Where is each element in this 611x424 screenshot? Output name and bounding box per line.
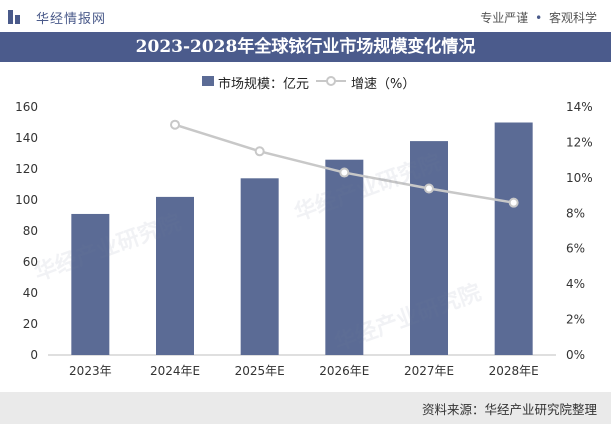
- legend-line-label: 增速（%）: [351, 77, 416, 92]
- bar: [325, 159, 364, 355]
- slogan: 专业严谨 • 客观科学: [480, 9, 597, 26]
- y-right-tick-label: 14%: [566, 100, 593, 114]
- y-right-tick-label: 6%: [566, 242, 585, 256]
- y-right-tick-label: 4%: [566, 277, 585, 291]
- logo-icon: [8, 10, 28, 24]
- chart-title: 2023-2028年全球铱行业市场规模变化情况: [135, 37, 476, 57]
- chart-area: 0 20 40 60 80 100 120 140 160 0% 2% 4% 6% 8% 10% 12% 14%…: [15, 100, 593, 378]
- x-tick-label: 2023年: [69, 364, 112, 378]
- y-left-tick-label: 0: [30, 348, 38, 362]
- brand-name: 华经情报网: [36, 11, 107, 27]
- growth-point: [424, 183, 434, 194]
- legend-bar-swatch: [202, 76, 214, 86]
- growth-point: [339, 167, 350, 178]
- x-tick-label: 2025年E: [235, 364, 285, 378]
- y-right-tick-label: 8%: [566, 206, 585, 220]
- x-tick-label: 2026年E: [319, 364, 369, 378]
- slogan-left: 专业严谨: [480, 11, 529, 25]
- y-left-tick-label: 40: [23, 286, 38, 300]
- y-left-tick-label: 60: [23, 255, 38, 269]
- y-left-tick-label: 140: [15, 131, 38, 145]
- growth-point: [170, 119, 180, 130]
- legend-bar-label: 市场规模：亿元: [218, 77, 310, 92]
- bar: [71, 213, 110, 355]
- y-left-tick-label: 80: [23, 224, 38, 238]
- header-bar: 华经情报网 专业严谨 • 客观科学: [0, 0, 611, 32]
- bar: [410, 141, 448, 355]
- legend-line-swatch: [316, 76, 346, 86]
- y-left-tick-label: 20: [23, 317, 38, 331]
- slogan-right: 客观科学: [548, 11, 597, 25]
- title-bar: [0, 32, 611, 62]
- y-left-tick-label: 100: [15, 193, 38, 207]
- bar: [494, 122, 533, 355]
- y-left-tick-label: 120: [15, 162, 38, 176]
- growth-point: [254, 146, 265, 157]
- y-right-tick-label: 2%: [566, 313, 585, 327]
- slogan-separator: •: [535, 11, 543, 25]
- growth-point: [508, 197, 519, 208]
- y-right-tick-label: 12%: [566, 135, 593, 149]
- bar: [240, 178, 279, 355]
- brand: 华经情报网: [8, 8, 107, 27]
- x-tick-label: 2024年E: [150, 364, 200, 378]
- bar: [156, 196, 194, 355]
- footer: 资料来源：华经产业研究院整理: [0, 392, 611, 424]
- y-left-tick-label: 160: [15, 100, 38, 114]
- y-right-tick-label: 10%: [566, 171, 593, 185]
- source-note: 资料来源：华经产业研究院整理: [421, 402, 597, 417]
- x-tick-label: 2028年E: [489, 364, 539, 378]
- legend: 市场规模：亿元 增速（%）: [0, 70, 611, 92]
- y-right-tick-label: 0%: [566, 348, 585, 362]
- x-tick-label: 2027年E: [404, 364, 454, 378]
